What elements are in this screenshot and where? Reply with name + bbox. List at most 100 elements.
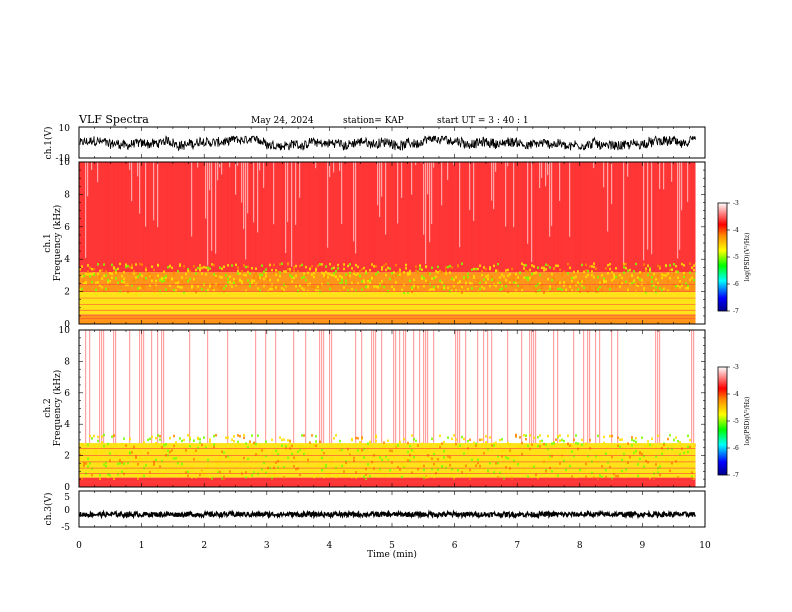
spectrogram-speckle xyxy=(153,286,155,290)
spectrogram-speckle xyxy=(431,457,433,460)
spectrogram-streak xyxy=(597,330,599,406)
spectrogram-speckle xyxy=(347,468,349,472)
spectrogram-speckle xyxy=(677,270,679,274)
spectrogram-speckle xyxy=(623,271,625,274)
spectrogram-speckle xyxy=(691,475,693,478)
spectrogram-speckle xyxy=(409,279,411,283)
spectrogram-speckle xyxy=(365,285,367,289)
spectrogram-streak xyxy=(479,162,481,273)
spectrogram-speckle xyxy=(351,438,353,442)
spectrogram-speckle xyxy=(475,267,477,271)
spectrogram-speckle xyxy=(513,281,515,284)
spectrogram-speckle xyxy=(487,448,489,451)
spectrogram-speckle xyxy=(327,446,329,449)
spectrogram-speckle xyxy=(191,465,193,468)
spectrogram-speckle xyxy=(403,291,405,295)
spectrogram-speckle xyxy=(499,471,501,475)
spectrogram-speckle xyxy=(131,284,133,287)
spectrogram-speckle xyxy=(103,463,105,466)
spectrogram-speckle xyxy=(391,271,393,275)
spectrogram-speckle xyxy=(181,462,183,466)
spectrogram-streak xyxy=(441,162,443,206)
spectrogram-speckle xyxy=(87,457,89,460)
spectrogram-speckle xyxy=(407,273,409,276)
spectrogram-speckle xyxy=(137,272,139,275)
spectrogram-speckle xyxy=(683,275,685,279)
spectrogram-streak xyxy=(505,162,507,227)
spectrogram-speckle xyxy=(675,451,677,455)
spectrogram-speckle xyxy=(483,266,485,269)
spectrogram-speckle xyxy=(325,265,327,268)
spectrogram-speckle xyxy=(137,474,139,477)
spectrogram-ytick-label: 0 xyxy=(64,320,70,330)
spectrogram-speckle xyxy=(645,291,647,294)
spectrogram-speckle xyxy=(375,434,377,438)
spectrogram-speckle xyxy=(633,439,635,443)
spectrogram-speckle xyxy=(419,465,421,469)
spectrogram-speckle xyxy=(107,473,109,476)
spectrogram-speckle xyxy=(79,457,81,461)
spectrogram-streak xyxy=(129,330,131,444)
spectrogram-speckle xyxy=(153,462,155,466)
spectrogram-streak xyxy=(415,162,417,166)
spectrogram-speckle xyxy=(327,276,329,279)
spectrogram-streak xyxy=(287,330,289,342)
spectrogram-speckle xyxy=(119,459,121,462)
spectrogram-speckle xyxy=(505,470,507,474)
spectrogram-streak xyxy=(167,330,169,358)
spectrogram-speckle xyxy=(505,456,507,459)
spectrogram-ytick-label: 8 xyxy=(64,357,70,367)
spectrogram-speckle xyxy=(437,443,439,446)
xtick-label: 3 xyxy=(264,541,270,551)
spectrogram-speckle xyxy=(87,443,89,447)
spectrogram-speckle xyxy=(245,471,247,474)
spectrogram-speckle xyxy=(235,466,237,469)
spectrogram-speckle xyxy=(143,474,145,478)
spectrogram-speckle xyxy=(625,462,627,465)
spectrogram-speckle xyxy=(685,282,687,285)
spectrogram-speckle xyxy=(475,442,477,446)
spectrogram-speckle xyxy=(571,289,573,292)
spectrogram-speckle xyxy=(157,469,159,472)
spectrogram-speckle xyxy=(453,434,455,437)
spectrogram-speckle xyxy=(189,436,191,440)
spectrogram-speckle xyxy=(81,275,83,278)
spectrogram-speckle xyxy=(497,476,499,479)
spectrogram-speckle xyxy=(425,450,427,454)
spectrogram-speckle xyxy=(681,262,683,266)
spectrogram-speckle xyxy=(103,433,105,437)
spectrogram-speckle xyxy=(235,280,237,283)
spectrogram-speckle xyxy=(517,453,519,457)
spectrogram-speckle xyxy=(471,470,473,473)
spectrogram-speckle xyxy=(251,281,253,285)
spectrogram-speckle xyxy=(305,265,307,269)
spectrogram-speckle xyxy=(223,287,225,290)
spectrogram-speckle xyxy=(421,448,423,452)
spectrogram-streak xyxy=(319,330,321,444)
spectrogram-speckle xyxy=(495,284,497,288)
spectrogram-speckle xyxy=(611,279,613,282)
spectrogram-speckle xyxy=(139,286,141,290)
spectrogram-speckle xyxy=(477,443,479,446)
spectrogram-speckle xyxy=(507,274,509,277)
spectrogram-speckle xyxy=(549,285,551,288)
spectrogram-speckle xyxy=(445,458,447,462)
spectrogram-speckle xyxy=(379,283,381,287)
spectrogram-speckle xyxy=(181,439,183,443)
spectrogram-speckle xyxy=(497,262,499,266)
spectrogram-speckle xyxy=(197,436,199,440)
spectrogram-speckle xyxy=(659,462,661,466)
spectrogram-streak xyxy=(205,162,207,219)
spectrogram-speckle xyxy=(563,439,565,443)
spectrogram-speckle xyxy=(383,264,385,268)
spectrogram-speckle xyxy=(517,284,519,287)
spectrogram-speckle xyxy=(461,285,463,289)
spectrogram-speckle xyxy=(129,452,131,455)
spectrogram-speckle xyxy=(541,439,543,443)
spectrogram-speckle xyxy=(237,440,239,444)
spectrogram-speckle xyxy=(347,289,349,292)
spectrogram-streak xyxy=(251,330,253,359)
spectrogram-speckle xyxy=(415,269,417,272)
